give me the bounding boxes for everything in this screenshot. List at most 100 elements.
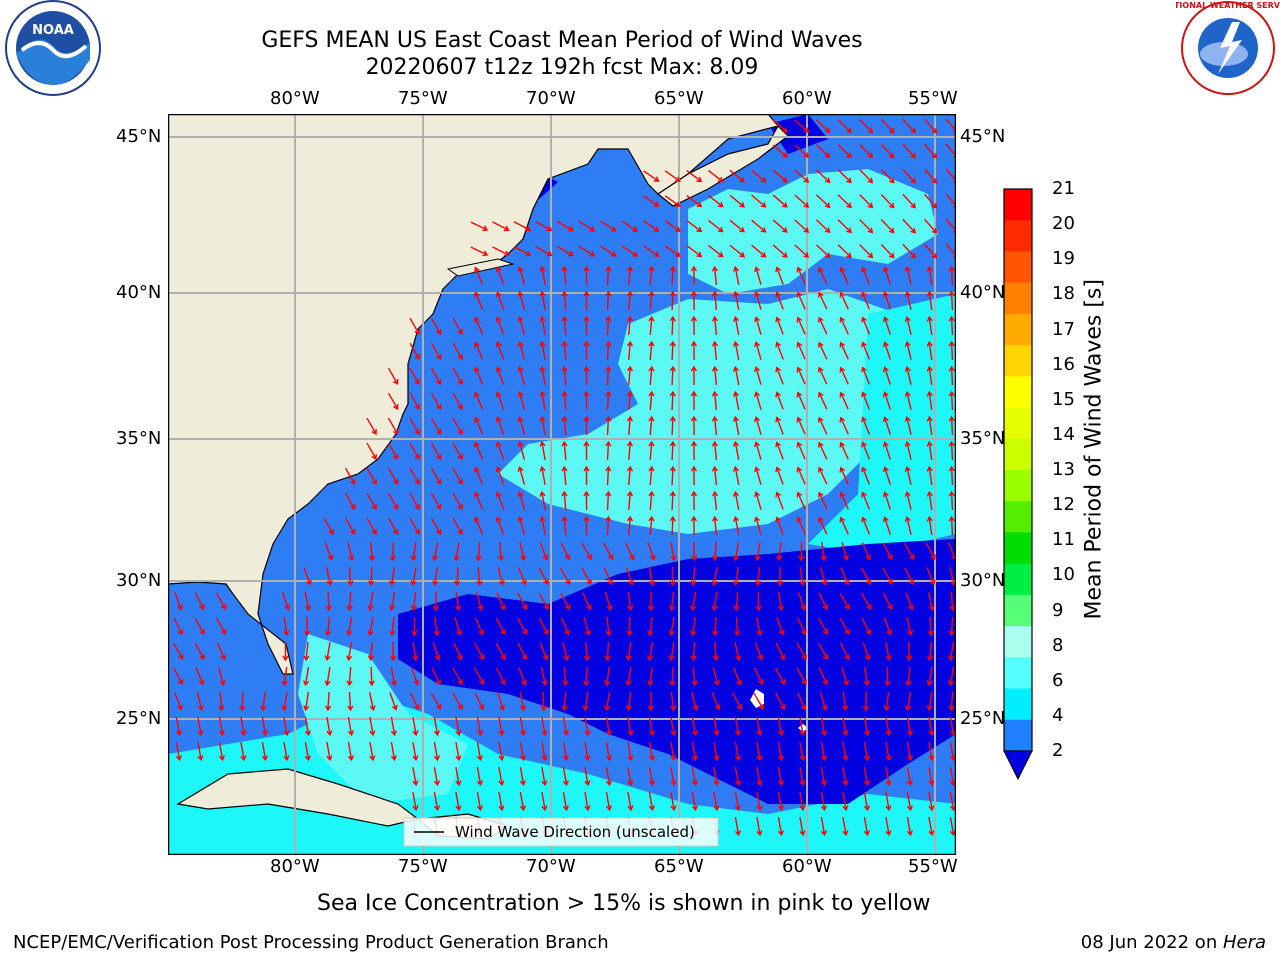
wind-wave-arrow <box>261 742 268 762</box>
wind-wave-arrow <box>513 246 532 257</box>
wind-wave-arrow <box>560 617 570 636</box>
wind-wave-arrow <box>733 667 742 686</box>
wind-wave-arrow <box>775 516 784 535</box>
wind-wave-arrow <box>389 566 396 587</box>
wind-wave-arrow <box>948 390 955 411</box>
wind-wave-arrow <box>600 220 617 232</box>
wind-wave-arrow <box>498 742 505 762</box>
wind-wave-arrow <box>605 440 612 461</box>
wind-wave-arrow <box>734 767 741 787</box>
colorbar-tick-label: 16 <box>1052 353 1075 375</box>
wind-wave-arrow <box>817 291 828 310</box>
noaa-logo-graphic: NOAA <box>5 0 101 96</box>
wind-wave-arrow <box>517 391 526 410</box>
wind-wave-arrow <box>561 390 568 411</box>
wind-wave-arrow <box>882 266 891 285</box>
wind-wave-arrow <box>861 441 871 460</box>
wind-wave-arrow <box>605 490 612 511</box>
wind-wave-arrow <box>777 767 784 787</box>
wind-wave-arrow <box>496 692 506 711</box>
wind-wave-arrow <box>497 567 505 587</box>
lat-tick-right-30n: 30°N <box>960 570 1006 591</box>
wind-wave-arrow <box>430 417 442 435</box>
wind-wave-arrow <box>711 692 721 711</box>
colorbar-tick-label: 20 <box>1052 213 1075 235</box>
wind-wave-arrow <box>904 265 912 285</box>
wind-wave-arrow <box>839 592 850 611</box>
land-long-island <box>446 258 515 277</box>
wind-wave-arrow <box>240 742 247 762</box>
lat-tick-right-40n: 40°N <box>960 282 1006 303</box>
wind-wave-arrow <box>861 466 871 485</box>
wind-wave-arrow <box>796 341 806 360</box>
wind-wave-arrow <box>882 567 893 585</box>
wind-wave-arrow <box>904 340 912 360</box>
wind-wave-arrow <box>562 666 569 687</box>
wind-wave-arrow <box>732 315 740 335</box>
wind-wave-arrow <box>664 220 681 233</box>
wind-wave-arrow <box>627 591 634 612</box>
lat-tick-right-35n: 35°N <box>960 428 1006 449</box>
wind-wave-arrow <box>772 144 788 158</box>
wind-wave-arrow <box>799 817 806 837</box>
wind-wave-arrow <box>455 742 462 762</box>
wind-wave-arrow <box>387 367 399 385</box>
wind-wave-arrow <box>390 742 397 762</box>
wind-wave-arrow <box>664 195 681 208</box>
wind-wave-arrow <box>948 440 955 461</box>
wind-wave-arrow <box>389 641 397 662</box>
wind-wave-arrow <box>455 767 462 787</box>
wind-wave-arrow <box>346 617 353 637</box>
wind-wave-arrow <box>474 692 485 711</box>
wind-wave-arrow <box>904 440 912 460</box>
wind-wave-arrow <box>172 642 184 660</box>
wind-wave-arrow <box>605 515 612 536</box>
wind-wave-arrow <box>861 391 871 410</box>
wind-wave-arrow <box>885 817 892 837</box>
wind-wave-arrow <box>453 541 460 562</box>
wind-wave-arrow <box>733 567 740 587</box>
wind-wave-arrow <box>626 415 634 436</box>
wind-wave-arrow <box>541 742 548 762</box>
wind-wave-arrow <box>732 390 740 410</box>
wind-wave-arrow <box>643 170 660 182</box>
wind-wave-arrow <box>669 465 676 486</box>
wind-wave-arrow <box>410 667 420 686</box>
wind-wave-arrow <box>880 243 895 259</box>
wind-wave-arrow <box>948 365 955 386</box>
wind-wave-arrow <box>885 742 892 762</box>
wind-wave-arrow <box>904 465 912 485</box>
colorbar-segment <box>1004 251 1032 284</box>
wind-wave-arrow <box>474 516 484 535</box>
wind-wave-arrow <box>924 193 938 209</box>
wind-wave-arrow <box>498 767 505 787</box>
wind-wave-arrow <box>839 366 849 385</box>
wind-wave-arrow <box>690 340 698 361</box>
wind-wave-arrow <box>817 391 828 410</box>
wind-wave-arrow <box>432 642 441 661</box>
wind-wave-arrow <box>583 490 590 511</box>
wind-wave-arrow <box>713 717 720 737</box>
wind-wave-arrow <box>517 466 526 485</box>
wind-wave-arrow <box>626 440 634 461</box>
wind-wave-arrow <box>691 541 698 562</box>
wind-wave-arrow <box>926 667 933 687</box>
lon-tick-top-65w: 65°W <box>654 88 704 109</box>
wind-wave-arrow <box>626 390 634 411</box>
wind-wave-arrow <box>495 667 506 686</box>
wind-wave-arrow <box>366 517 377 535</box>
wind-wave-arrow <box>605 742 612 762</box>
wind-wave-arrow <box>583 340 590 361</box>
wind-wave-arrow <box>948 465 955 486</box>
wind-wave-arrow <box>556 220 574 232</box>
wind-wave-arrow <box>604 692 611 712</box>
wind-wave-arrow <box>430 517 442 535</box>
wind-wave-arrow <box>561 691 568 712</box>
wind-wave-arrow <box>452 417 463 435</box>
wind-wave-arrow <box>927 592 935 612</box>
wind-wave-arrow <box>390 717 397 737</box>
wind-wave-arrow <box>732 290 740 310</box>
wind-wave-arrow <box>925 542 936 561</box>
wind-wave-arrow <box>194 642 205 661</box>
wind-wave-arrow <box>732 415 740 435</box>
